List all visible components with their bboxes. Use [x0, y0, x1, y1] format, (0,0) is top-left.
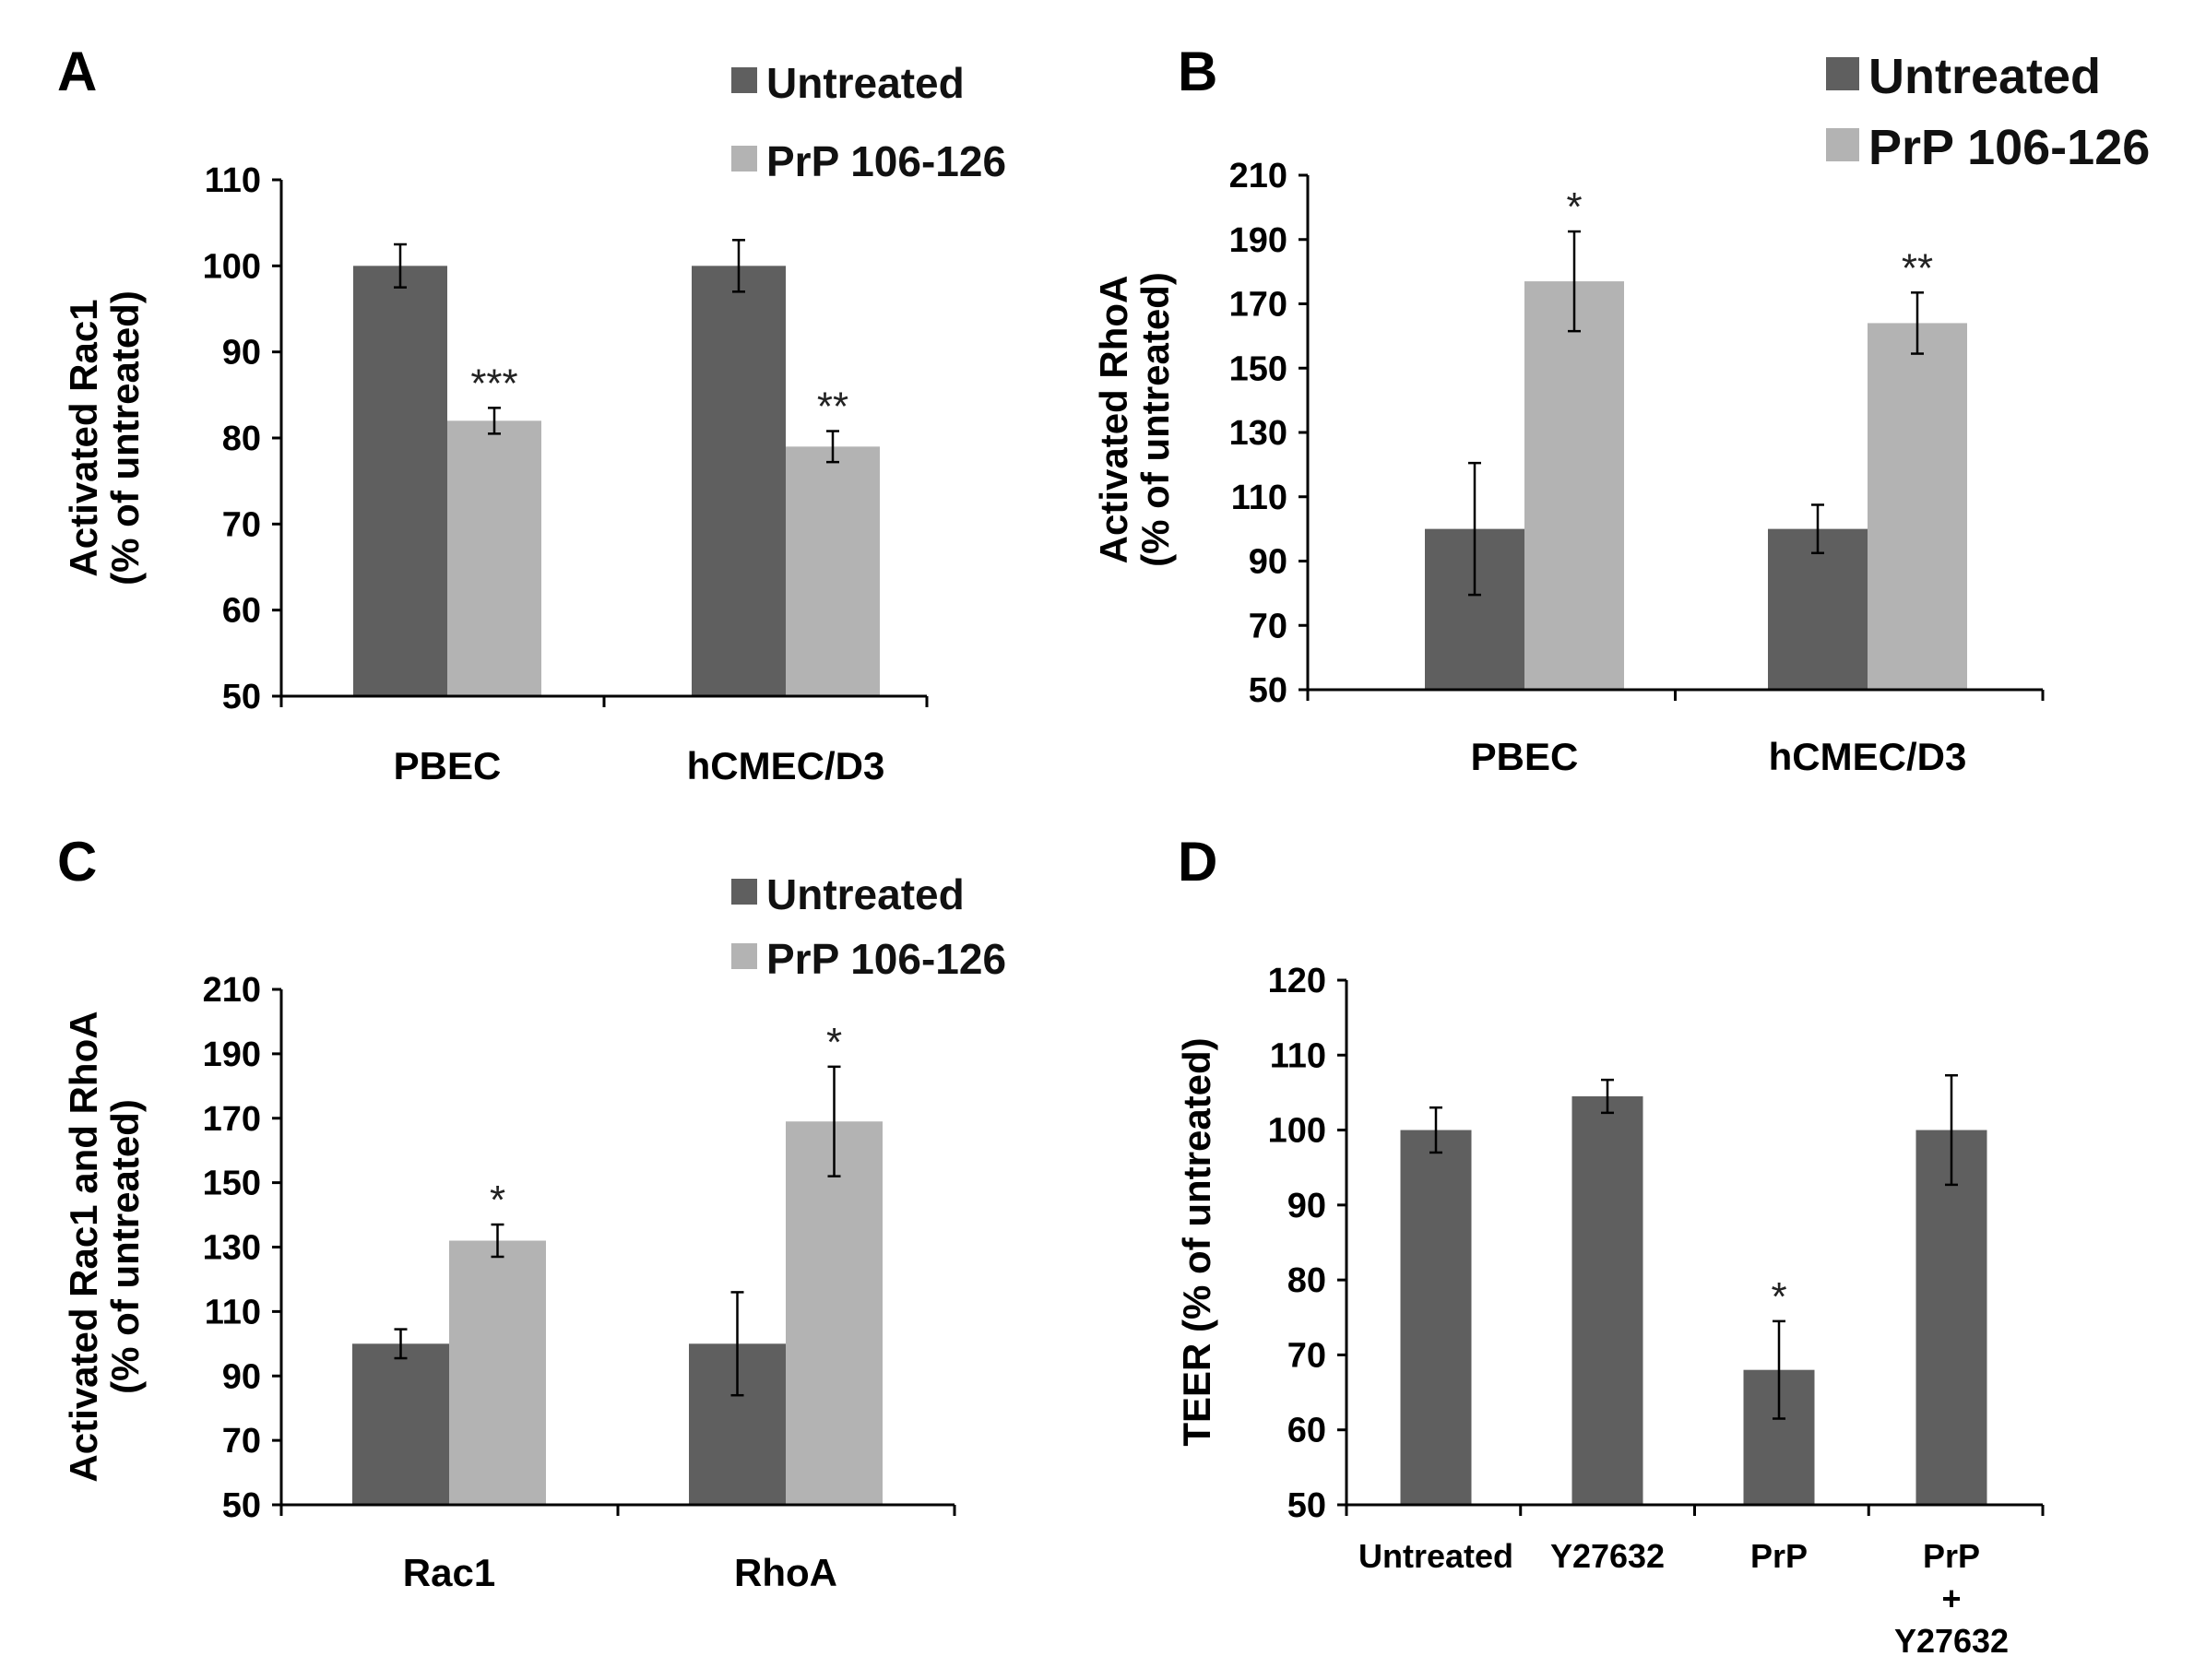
legend-label: Untreated — [1868, 49, 2101, 104]
y-axis-title: (% of untreated) — [103, 1099, 147, 1394]
significance-mark: ** — [817, 385, 848, 430]
significance-mark: ** — [1902, 245, 1933, 290]
y-tick-label: 130 — [203, 1229, 261, 1268]
bar-prp-106-126-1 — [786, 446, 880, 696]
y-axis-title: TEER (% of untreated) — [1175, 1037, 1218, 1446]
y-tick-label: 50 — [222, 1486, 261, 1525]
y-tick-label: 210 — [203, 971, 261, 1010]
y-tick-label: 50 — [1249, 671, 1287, 710]
bar-value-1 — [1571, 1095, 1643, 1505]
significance-mark: * — [826, 1020, 842, 1065]
significance-mark: * — [490, 1177, 505, 1223]
y-tick-label: 70 — [222, 1422, 261, 1461]
y-axis-title: (% of untreated) — [1133, 272, 1177, 567]
x-category-label: Y27632 — [1550, 1537, 1665, 1575]
x-category-label: hCMEC/D3 — [687, 744, 885, 787]
bar-prp-106-126-1 — [786, 1121, 883, 1505]
x-category-label: RhoA — [734, 1551, 837, 1594]
bar-value-3 — [1915, 1130, 1987, 1505]
y-tick-label: 150 — [203, 1165, 261, 1203]
bar-value-0 — [1400, 1130, 1472, 1505]
y-tick-label: 80 — [222, 420, 261, 458]
bar-untreated-1 — [1768, 528, 1868, 690]
panel-letter: B — [1178, 41, 1217, 102]
x-category-label: Rac1 — [403, 1551, 495, 1594]
legend: Untreated PrP 106-126 — [731, 59, 1006, 185]
bar-prp-106-126-0 — [449, 1240, 546, 1505]
legend-swatch — [731, 943, 757, 969]
bar-prp-106-126-0 — [1524, 281, 1624, 690]
y-tick-label: 50 — [1287, 1486, 1326, 1525]
bar-prp-106-126-0 — [447, 420, 541, 696]
legend: Untreated PrP 106-126 — [1826, 49, 2150, 175]
y-tick-label: 90 — [1287, 1187, 1326, 1225]
y-tick-label: 150 — [1229, 349, 1287, 388]
panel-letter: D — [1178, 831, 1217, 893]
legend-label: Untreated — [766, 870, 965, 918]
significance-mark: * — [1566, 184, 1582, 230]
x-category-label: PBEC — [394, 744, 502, 787]
x-category-label: PrP — [1923, 1537, 1980, 1575]
y-tick-label: 80 — [1287, 1261, 1326, 1300]
y-tick-label: 210 — [1229, 157, 1287, 195]
legend-label: PrP 106-126 — [766, 137, 1006, 185]
y-axis-title: Activated Rac1 — [62, 299, 105, 576]
legend-swatch — [731, 67, 757, 93]
y-tick-label: 60 — [222, 592, 261, 631]
x-category-label: Untreated — [1358, 1537, 1513, 1575]
bar-untreated-0 — [352, 1343, 449, 1505]
x-category-label: PBEC — [1471, 735, 1579, 778]
y-tick-label: 70 — [1249, 607, 1287, 645]
significance-mark: * — [1771, 1274, 1786, 1319]
y-tick-label: 90 — [222, 1357, 261, 1396]
y-axis-title: Activated Rac1 and RhoA — [62, 1011, 105, 1482]
chart-panel-c: C * * 50 70 90 110 130 150 170 190 210 Rac1 RhoA Activ… — [57, 831, 1006, 1594]
y-tick-label: 110 — [1231, 479, 1287, 517]
y-axis-title: (% of untreated) — [103, 290, 147, 586]
x-category-label: + — [1941, 1579, 1961, 1617]
bar-untreated-0 — [353, 266, 447, 696]
y-tick-label: 120 — [1268, 962, 1326, 1000]
y-tick-label: 110 — [1270, 1036, 1326, 1075]
y-tick-label: 170 — [1229, 286, 1287, 325]
y-tick-label: 90 — [222, 334, 261, 373]
y-tick-label: 60 — [1287, 1412, 1326, 1450]
legend: Untreated PrP 106-126 — [731, 870, 1006, 983]
bar-prp-106-126-1 — [1868, 323, 1967, 690]
y-tick-label: 90 — [1249, 543, 1287, 582]
legend-swatch — [1826, 57, 1859, 90]
y-axis-title: Activated RhoA — [1092, 276, 1135, 564]
legend-swatch — [1826, 128, 1859, 161]
y-tick-label: 110 — [205, 161, 261, 200]
y-tick-label: 50 — [222, 678, 261, 716]
y-tick-label: 70 — [1287, 1336, 1326, 1375]
bar-untreated-1 — [692, 266, 786, 696]
legend-swatch — [731, 146, 757, 172]
x-category-label: Y27632 — [1894, 1622, 2009, 1660]
x-category-label: hCMEC/D3 — [1769, 735, 1967, 778]
y-tick-label: 100 — [203, 247, 261, 286]
y-tick-label: 170 — [203, 1100, 261, 1139]
legend-swatch — [731, 879, 757, 905]
legend-label: PrP 106-126 — [1868, 120, 2150, 175]
y-tick-label: 70 — [222, 505, 261, 544]
y-tick-label: 190 — [203, 1035, 261, 1074]
panel-letter: C — [57, 831, 97, 893]
y-tick-label: 110 — [205, 1293, 261, 1331]
legend-label: PrP 106-126 — [766, 935, 1006, 983]
chart-panel-d: D * 50 60 70 80 90 100 110 120 Untreated Y27632 PrP P… — [1175, 831, 2045, 1660]
y-tick-label: 130 — [1229, 414, 1287, 453]
significance-mark: *** — [470, 361, 517, 406]
legend-label: Untreated — [766, 59, 965, 107]
y-tick-label: 190 — [1229, 221, 1287, 260]
x-category-label: PrP — [1750, 1537, 1808, 1575]
panel-letter: A — [57, 41, 97, 102]
y-tick-label: 100 — [1268, 1112, 1326, 1151]
